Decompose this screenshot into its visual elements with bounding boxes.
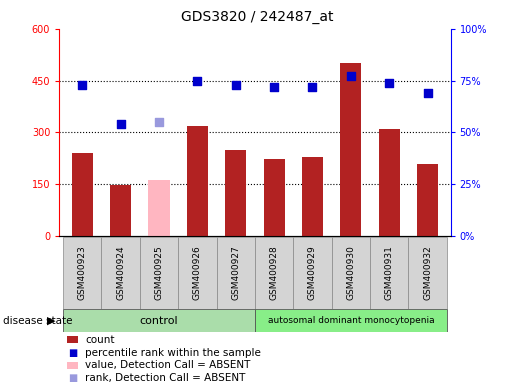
Text: percentile rank within the sample: percentile rank within the sample [85,348,261,358]
Bar [72,153,93,236]
Point [232,82,240,88]
Text: GSM400926: GSM400926 [193,246,202,300]
Bar [255,309,447,332]
Point [423,90,432,96]
Bar [408,237,447,309]
Text: rank, Detection Call = ABSENT: rank, Detection Call = ABSENT [85,373,245,383]
Text: disease state: disease state [3,316,72,326]
Text: GSM400925: GSM400925 [154,246,163,300]
Text: GSM400924: GSM400924 [116,246,125,300]
Point [116,121,125,127]
Bar [417,164,438,236]
Bar [302,157,323,236]
Text: GSM400932: GSM400932 [423,246,432,300]
Text: GSM400928: GSM400928 [270,246,279,300]
Bar [216,237,255,309]
Bar [140,237,178,309]
Bar [178,237,216,309]
Bar [294,237,332,309]
Text: GSM400931: GSM400931 [385,246,394,300]
Text: count: count [85,335,114,345]
Text: GSM400929: GSM400929 [308,246,317,300]
Bar [332,237,370,309]
Text: autosomal dominant monocytopenia: autosomal dominant monocytopenia [268,316,434,325]
Bar [63,309,255,332]
Bar [63,237,101,309]
Point [385,79,393,86]
Bar [110,185,131,236]
Text: GSM400927: GSM400927 [231,246,240,300]
Bar [225,150,246,236]
Bar [370,237,408,309]
Point [155,119,163,125]
Text: GSM400923: GSM400923 [78,246,87,300]
Text: GSM400930: GSM400930 [347,246,355,300]
Text: ■: ■ [68,348,77,358]
Bar [187,126,208,236]
Text: ■: ■ [68,373,77,383]
Text: value, Detection Call = ABSENT: value, Detection Call = ABSENT [85,360,250,370]
Bar [101,237,140,309]
Bar [379,129,400,236]
Bar [148,180,169,236]
Point [270,84,278,90]
Text: ▶: ▶ [47,316,56,326]
Text: GDS3820 / 242487_at: GDS3820 / 242487_at [181,10,334,23]
Point [308,84,317,90]
Bar [264,159,285,236]
Bar [255,237,294,309]
Bar [340,63,362,236]
Text: control: control [140,316,178,326]
Point [78,82,87,88]
Point [347,73,355,79]
Point [193,78,201,84]
